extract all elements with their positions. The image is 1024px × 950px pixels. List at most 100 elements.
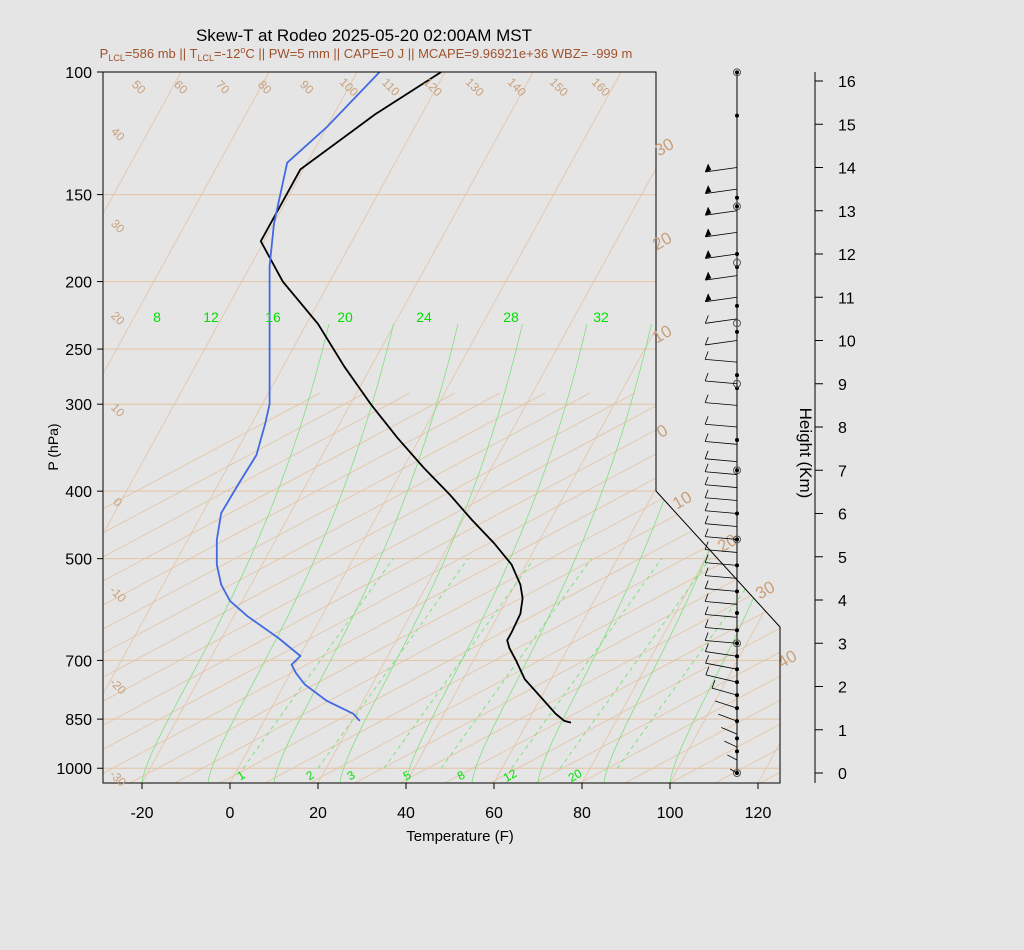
wind-barb-pennant (705, 250, 712, 259)
isotherm-label: 30 (108, 216, 128, 236)
dry-adiabat-line (624, 392, 780, 783)
wind-barb-staff (705, 484, 738, 488)
wind-barb-staff (705, 523, 738, 527)
isotherm-line (141, 72, 534, 783)
mixing-ratio-label: 20 (566, 766, 585, 785)
wind-barb-staff (705, 188, 738, 194)
x-tick-label: 100 (657, 805, 684, 822)
wind-calm-circle (733, 258, 741, 267)
wind-barb-flag (704, 315, 709, 324)
height-axis-title: Height (Km) (796, 408, 815, 499)
dry-adiabat-line (103, 392, 771, 783)
wind-barb-staff (705, 231, 738, 238)
wind-barb-staff (705, 471, 738, 475)
wind-barb-flag (704, 394, 709, 403)
x-axis-title: Temperature (F) (406, 828, 514, 845)
wind-barb-staff (705, 497, 738, 501)
plot-frame (97, 71, 823, 789)
wind-barb-flag (705, 666, 710, 676)
wind-barb-flag (704, 433, 709, 442)
moist-adiabat-line (537, 323, 717, 783)
wind-barb-staff (705, 402, 738, 406)
wind-barb-pennant (705, 163, 712, 172)
isotherm-label-right: 30 (752, 577, 778, 603)
wind-dot (735, 437, 739, 442)
p-tick-label: 500 (65, 552, 92, 569)
x-tick-label: 80 (573, 805, 591, 822)
dry-adiabat-line (264, 392, 780, 783)
wind-barb-flag (704, 515, 709, 524)
dry-adiabat-line (354, 392, 780, 783)
isotherm-label: 10 (108, 400, 128, 420)
height-tick-label: 10 (838, 334, 856, 351)
theta-e-label: 16 (265, 309, 281, 325)
dry-adiabat-line (103, 392, 681, 783)
isotherm-line (229, 72, 622, 783)
isotherm-line (934, 72, 1024, 783)
dry-adiabat-line (669, 392, 780, 783)
p-tick-label: 250 (65, 342, 92, 359)
wind-barb-pennant (705, 207, 712, 216)
theta-e-label: 28 (503, 309, 519, 325)
p-tick-label: 300 (65, 397, 92, 414)
height-tick-label: 13 (838, 204, 856, 221)
wind-dot (735, 329, 739, 334)
isotherm-line (846, 72, 1024, 783)
theta-e-label: 20 (337, 309, 353, 325)
dry-adiabat-line (850, 393, 1024, 783)
wind-barb-staff (705, 380, 738, 385)
height-tick-label: 5 (838, 550, 847, 567)
dry-adiabat-line (534, 392, 780, 783)
height-tick-label: 3 (838, 636, 847, 653)
wind-barb-staff (705, 296, 738, 303)
dry-adiabat-label: 70 (213, 77, 233, 97)
wind-barb-staff (724, 740, 738, 748)
wind-barb-staff (711, 687, 738, 696)
dry-adiabat-line (985, 393, 1024, 783)
wind-barb-flag (704, 336, 709, 346)
temperature-line (259, 72, 572, 724)
dry-adiabat-line (103, 392, 411, 783)
wind-barb-flag (704, 450, 709, 459)
height-tick-label: 2 (838, 680, 847, 697)
moist-adiabat-line (669, 323, 780, 783)
height-tick-label: 1 (838, 723, 847, 740)
wind-barb-flag (704, 351, 709, 360)
moist-adiabat-line (405, 323, 588, 783)
dry-adiabat-label: 110 (379, 75, 403, 99)
dry-adiabat-line (309, 392, 780, 783)
wind-barb-staff (705, 640, 738, 644)
theta-e-label: 12 (203, 309, 219, 325)
dry-adiabat-line (103, 392, 501, 783)
wind-barb-flag (704, 567, 709, 576)
wind-calm-circle (733, 319, 741, 328)
wind-calm-circle (733, 68, 741, 77)
p-tick-label: 150 (65, 188, 92, 205)
dry-adiabat-line (219, 392, 780, 783)
height-tick-label: 15 (838, 117, 856, 134)
wind-barb-staff (705, 549, 738, 553)
chart-title: Skew-T at Rodeo 2025-05-20 02:00AM MST (196, 26, 532, 45)
dry-adiabat-label: 50 (129, 77, 149, 97)
wind-barb-flag (704, 502, 709, 511)
wind-barb-staff (705, 601, 738, 605)
isotherm-line (581, 72, 780, 783)
wind-barb-staff (705, 441, 738, 445)
wind-calm-circle (733, 769, 741, 777)
wind-calm-circle (733, 202, 741, 211)
wind-barb-staff (705, 674, 738, 683)
wind-barb-staff (705, 651, 738, 657)
moist-adiabat-line (471, 323, 652, 783)
wind-barb-flag (705, 655, 709, 664)
p-tick-label: 700 (65, 653, 92, 670)
wind-barb-staff (718, 713, 738, 722)
wind-barb-flag (704, 632, 709, 641)
plot-border (102, 71, 781, 784)
wind-barb-staff (705, 662, 738, 670)
wind-dot (735, 70, 739, 75)
mixing-ratio-label: 5 (401, 768, 414, 784)
wind-barb-staff (705, 614, 738, 618)
moist-adiabat-line (339, 323, 523, 783)
wind-barb-pennant (705, 272, 712, 281)
